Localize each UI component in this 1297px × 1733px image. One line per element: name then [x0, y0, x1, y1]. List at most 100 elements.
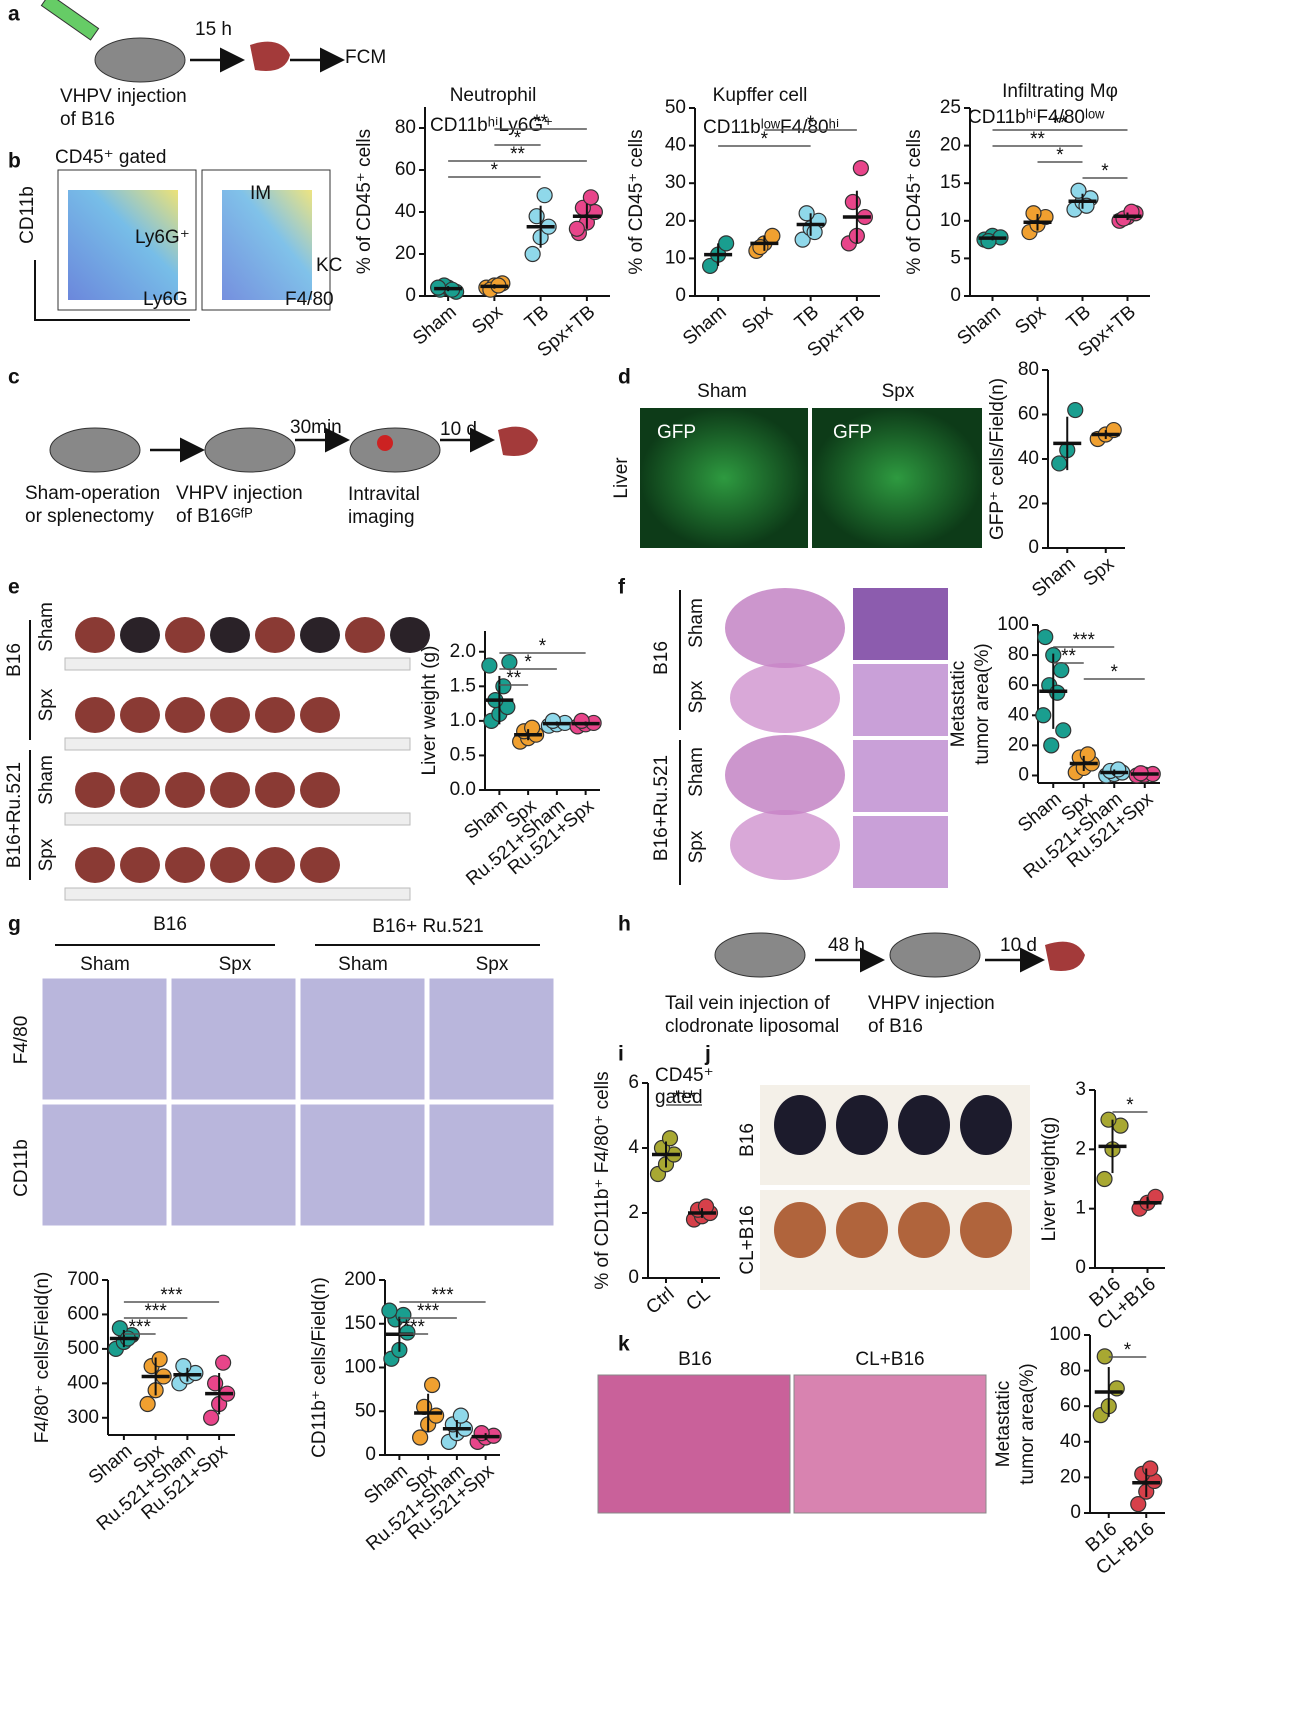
liver-photo — [75, 617, 115, 653]
liver-photo — [210, 697, 250, 733]
data-point — [544, 712, 561, 729]
significance-label: * — [807, 113, 815, 134]
label: Sham — [80, 954, 130, 975]
data-point — [215, 1354, 232, 1371]
text-layer: 15 h FCM VHPV injection of B16 CD45⁺ gat… — [4, 19, 1037, 1370]
label: CL+B16 — [737, 1205, 758, 1274]
y-axis-label: GFP⁺ cells/Field(n) — [987, 378, 1008, 540]
label: VHPV injection — [868, 993, 995, 1014]
x-tick-label: Sham — [679, 302, 731, 350]
data-point — [718, 235, 735, 252]
y-tick-label: 2 — [628, 1202, 639, 1223]
photo-group — [41, 588, 1030, 1514]
chart-subtitle: CD11bʰⁱLy6G⁺ — [430, 115, 553, 136]
y-tick-label: 0.5 — [450, 744, 476, 765]
y-tick-label: 30 — [665, 172, 686, 193]
y-tick-label: 50 — [355, 1400, 376, 1421]
label: 10 d — [1000, 935, 1037, 956]
data-point — [764, 227, 781, 244]
ihc-image — [299, 977, 426, 1101]
label: 30min — [290, 417, 342, 438]
significance-label: * — [524, 652, 532, 673]
label: Ly6G — [143, 289, 188, 310]
data-point — [1130, 1495, 1147, 1513]
x-tick-label: TB — [1063, 302, 1095, 334]
significance-label: * — [491, 160, 499, 181]
label: FCM — [345, 47, 386, 68]
y-axis-label: CD11b⁺ cells/Field(n) — [309, 1277, 330, 1458]
y-tick-label: 1.0 — [450, 710, 476, 731]
label: of B16 — [60, 109, 115, 130]
liver-photo — [255, 617, 295, 653]
liver-photo — [210, 772, 250, 808]
label: or splenectomy — [25, 506, 154, 527]
tissue-section — [730, 663, 840, 733]
y-tick-label: 0 — [365, 1444, 376, 1465]
microscopy-image — [640, 408, 808, 548]
x-tick-label: Sham — [1014, 789, 1066, 837]
y-axis-label: F4/80⁺ cells/Field(n) — [32, 1272, 53, 1444]
liver-photo — [120, 772, 160, 808]
panel-letter: e — [8, 576, 20, 599]
y-tick-label: 4 — [628, 1137, 639, 1158]
data-point — [798, 205, 815, 222]
label: CD45⁺ gated — [55, 147, 166, 168]
label: Spx — [686, 830, 707, 863]
x-tick-label: TB — [791, 302, 823, 334]
data-point — [806, 223, 823, 241]
liver-photo — [300, 772, 340, 808]
data-point — [139, 1395, 156, 1413]
label: F4/80 — [285, 289, 334, 310]
data-point — [524, 245, 541, 263]
label: clodronate liposomal — [665, 1016, 839, 1037]
mouse-icon — [889, 932, 981, 978]
data-point — [1037, 628, 1054, 646]
y-tick-label: 150 — [344, 1313, 376, 1334]
significance-label: * — [1124, 1340, 1132, 1361]
liver-photo — [165, 617, 205, 653]
y-tick-label: 20 — [1060, 1466, 1081, 1487]
data-point — [1096, 1170, 1113, 1188]
liver-photo — [210, 847, 250, 883]
x-tick-label: Spx — [1080, 553, 1119, 590]
label: Spx — [36, 838, 57, 871]
panel-letter: c — [8, 366, 20, 389]
y-axis-label: Metastatic — [993, 1381, 1014, 1468]
y-tick-label: 0 — [1070, 1502, 1081, 1523]
label: of B16ᴳᶠᴾ — [176, 506, 253, 527]
liver-photo — [165, 772, 205, 808]
data-point — [481, 657, 498, 674]
liver-photo — [774, 1202, 826, 1258]
y-axis-label: % of CD45⁺ cells — [904, 129, 925, 274]
data-point — [381, 1302, 398, 1319]
significance-label: ** — [506, 668, 521, 689]
y-tick-label: 0 — [1028, 537, 1039, 558]
label: 10 d — [440, 419, 477, 440]
label: Spx — [686, 680, 707, 713]
label: VHPV injection — [60, 86, 187, 107]
panel-letter: f — [618, 576, 626, 599]
histology-image — [853, 816, 948, 888]
y-tick-label: 0 — [950, 285, 961, 306]
data-point — [794, 231, 811, 248]
data-point — [1055, 722, 1072, 739]
data-point — [424, 1376, 441, 1394]
data-point — [207, 1375, 224, 1392]
y-tick-label: 300 — [67, 1407, 99, 1428]
panel-letter: h — [618, 913, 631, 936]
label: B16 — [678, 1349, 712, 1370]
significance-label: * — [514, 128, 522, 149]
y-tick-label: 15 — [940, 172, 961, 193]
mouse-icon — [94, 37, 186, 83]
significance-label: * — [1056, 145, 1064, 166]
significance-label: *** — [145, 1301, 168, 1322]
label: gated — [655, 1087, 703, 1108]
label: GFP — [657, 422, 696, 443]
significance-label: ** — [1061, 646, 1076, 667]
label: Sham-operation — [25, 483, 160, 504]
y-axis-label: Liver weight(g) — [1039, 1117, 1060, 1242]
data-point — [536, 187, 553, 204]
y-tick-label: 80 — [395, 117, 416, 138]
label: KC — [316, 255, 342, 276]
liver-photo — [960, 1202, 1012, 1258]
